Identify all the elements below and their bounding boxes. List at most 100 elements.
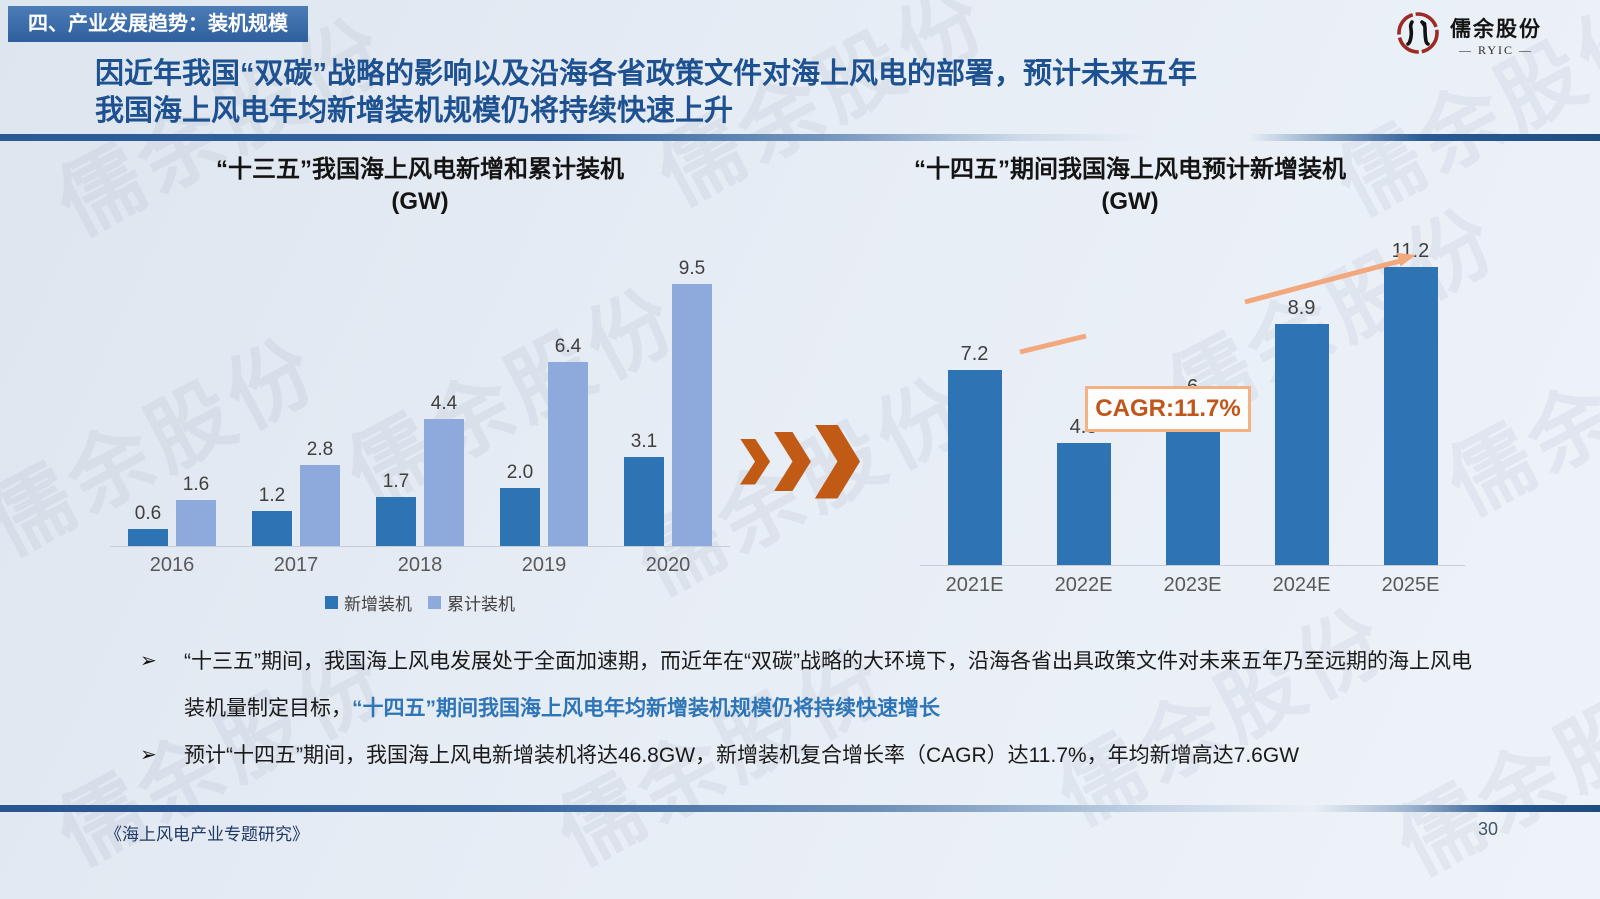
data-label: 2.0 — [506, 462, 534, 484]
bar-group: 7.2 — [920, 240, 1029, 565]
x-tick-label: 2016 — [149, 554, 195, 576]
bar-2022E — [1056, 443, 1111, 565]
plot-area: 0.6 1.6 1.2 2.8 1.7 4.4 2.0 6.4 3.1 9.5 — [110, 258, 730, 547]
bar-with-label: 1.2 — [252, 258, 292, 546]
chevron-right-icon — [740, 438, 771, 485]
page-number: 30 — [1478, 819, 1499, 839]
legend-item: 新增装机 — [325, 590, 412, 615]
bullet1-highlighted-text: “十四五”期间我国海上风电年均新增装机规模仍将持续快速增长 — [352, 697, 940, 720]
bar-2020 — [672, 284, 712, 546]
legend-label: 新增装机 — [344, 595, 412, 614]
bullet-item: ➢ 预计“十四五”期间，我国海上风电新增装机将达46.8GW，新增装机复合增长率… — [140, 732, 1480, 779]
legend-swatch — [325, 596, 338, 609]
chevron-right-icon — [774, 432, 811, 491]
bar-group: 11.2 — [1356, 240, 1465, 565]
header-divider — [0, 134, 1600, 141]
bar-with-label: 1.6 — [176, 258, 216, 546]
data-label: 6.4 — [554, 335, 582, 357]
legend-label: 累计装机 — [447, 595, 515, 614]
bar-with-label: 3.1 — [624, 258, 664, 546]
bar-with-label: 6 — [1165, 240, 1220, 565]
bar-2023E — [1165, 402, 1220, 565]
company-logo: 儒余股份 — RYIC — — [1395, 10, 1542, 61]
bar-2018 — [376, 497, 416, 546]
bar-with-label: 1.7 — [376, 258, 416, 546]
data-label: 4.5 — [1069, 416, 1098, 439]
x-tick-label: 2018 — [397, 554, 443, 576]
chart-title-unit: (GW) — [391, 188, 449, 215]
plot-area: 7.2 4.5 6 8.9 11.2 — [920, 240, 1465, 566]
bar-2019 — [500, 488, 540, 546]
company-logo-icon — [1395, 10, 1441, 61]
bar-with-label: 6.4 — [548, 258, 588, 546]
data-label: 4.4 — [430, 393, 458, 415]
slide-title-line2: 我国海上风电年均新增装机规模仍将持续快速上升 — [95, 95, 734, 127]
bar-group: 1.2 2.8 — [234, 258, 358, 546]
data-label: 3.1 — [630, 430, 658, 452]
data-label: 2.8 — [306, 439, 334, 461]
bar-group: 4.5 — [1029, 240, 1138, 565]
company-abbr: — RYIC — — [1458, 43, 1533, 57]
bar-group: 1.7 4.4 — [358, 258, 482, 546]
x-axis-labels: 2021E 2022E 2023E 2024E 2025E — [920, 574, 1465, 597]
x-tick-label: 2020 — [645, 554, 691, 576]
legend-item: 累计装机 — [428, 590, 515, 615]
company-name: 儒余股份 — [1450, 17, 1542, 41]
bar-2019 — [548, 361, 588, 546]
bar-with-label: 2.0 — [500, 258, 540, 546]
slide-title-line1: 因近年我国“双碳”战略的影响以及沿海各省政策文件对海上风电的部署，预计未来五年 — [95, 58, 1198, 90]
chart-legend: 新增装机 累计装机 — [110, 590, 730, 615]
bar-2024E — [1274, 323, 1329, 565]
bullet-arrow-icon: ➢ — [140, 744, 157, 766]
chevron-right-icon — [814, 424, 861, 499]
data-label: 8.9 — [1287, 296, 1316, 319]
bar-2018 — [424, 419, 464, 546]
bar-with-label: 4.5 — [1056, 240, 1111, 565]
bar-with-label: 9.5 — [672, 258, 712, 546]
bar-2016 — [128, 528, 168, 546]
data-label: 1.7 — [382, 471, 410, 493]
triple-chevron-right-icon — [740, 424, 861, 499]
x-tick-label: 2017 — [273, 554, 319, 576]
data-label: 9.5 — [678, 258, 706, 279]
bar-group: 0.6 1.6 — [110, 258, 234, 546]
bar-2021E — [947, 370, 1002, 565]
legend-swatch — [428, 596, 441, 609]
chart-title-text: “十三五”我国海上风电新增和累计装机 — [216, 156, 624, 183]
section-badge: 四、产业发展趋势：装机规模 — [8, 6, 308, 42]
bar-2016 — [176, 499, 216, 546]
bullet2-text: 预计“十四五”期间，我国海上风电新增装机将达46.8GW，新增装机复合增长率（C… — [184, 744, 1300, 767]
bar-with-label: 8.9 — [1274, 240, 1329, 565]
data-label: 6 — [1186, 375, 1199, 398]
bar-group: 2.0 6.4 — [482, 258, 606, 546]
slide-title: 因近年我国“双碳”战略的影响以及沿海各省政策文件对海上风电的部署，预计未来五年 … — [95, 56, 1495, 130]
data-label: 7.2 — [960, 343, 989, 365]
source-reference: 《海上风电产业专题研究》 — [105, 825, 309, 844]
bar-with-label: 2.8 — [300, 258, 340, 546]
bar-with-label: 0.6 — [128, 258, 168, 546]
bar-with-label: 11.2 — [1383, 240, 1438, 565]
x-axis-labels: 2016 2017 2018 2019 2020 — [110, 554, 730, 577]
data-label: 0.6 — [134, 502, 162, 524]
bullet-arrow-icon: ➢ — [140, 650, 157, 672]
bar-2017 — [252, 511, 292, 546]
chart-title-unit: (GW) — [1101, 188, 1159, 215]
x-tick-label: 2025E — [1381, 574, 1440, 596]
bar-group: 6 — [1138, 240, 1247, 565]
bar-group: 3.1 9.5 — [606, 258, 730, 546]
x-tick-label: 2019 — [521, 554, 567, 576]
bullet-text: “十三五”期间，我国海上风电发展处于全面加速期，而近年在“双碳”战略的大环境下，… — [184, 638, 1480, 732]
bullet1-normal-text: “十三五”期间，我国海上风电发展处于全面加速期，而近年在“双碳”战略的大环境下，… — [184, 650, 1472, 720]
bar-2017 — [300, 465, 340, 546]
bar-with-label: 7.2 — [947, 240, 1002, 565]
data-label: 1.6 — [182, 473, 210, 495]
bar-with-label: 4.4 — [424, 258, 464, 546]
data-label: 11.2 — [1391, 240, 1430, 262]
bar-2020 — [624, 456, 664, 546]
x-tick-label: 2022E — [1054, 574, 1113, 596]
company-logo-text: 儒余股份 — RYIC — — [1450, 13, 1542, 58]
chart-title: “十三五”我国海上风电新增和累计装机 (GW) — [110, 154, 730, 218]
chart-title: “十四五”期间我国海上风电预计新增装机 (GW) — [815, 154, 1445, 218]
bullet-item: ➢ “十三五”期间，我国海上风电发展处于全面加速期，而近年在“双碳”战略的大环境… — [140, 638, 1480, 732]
